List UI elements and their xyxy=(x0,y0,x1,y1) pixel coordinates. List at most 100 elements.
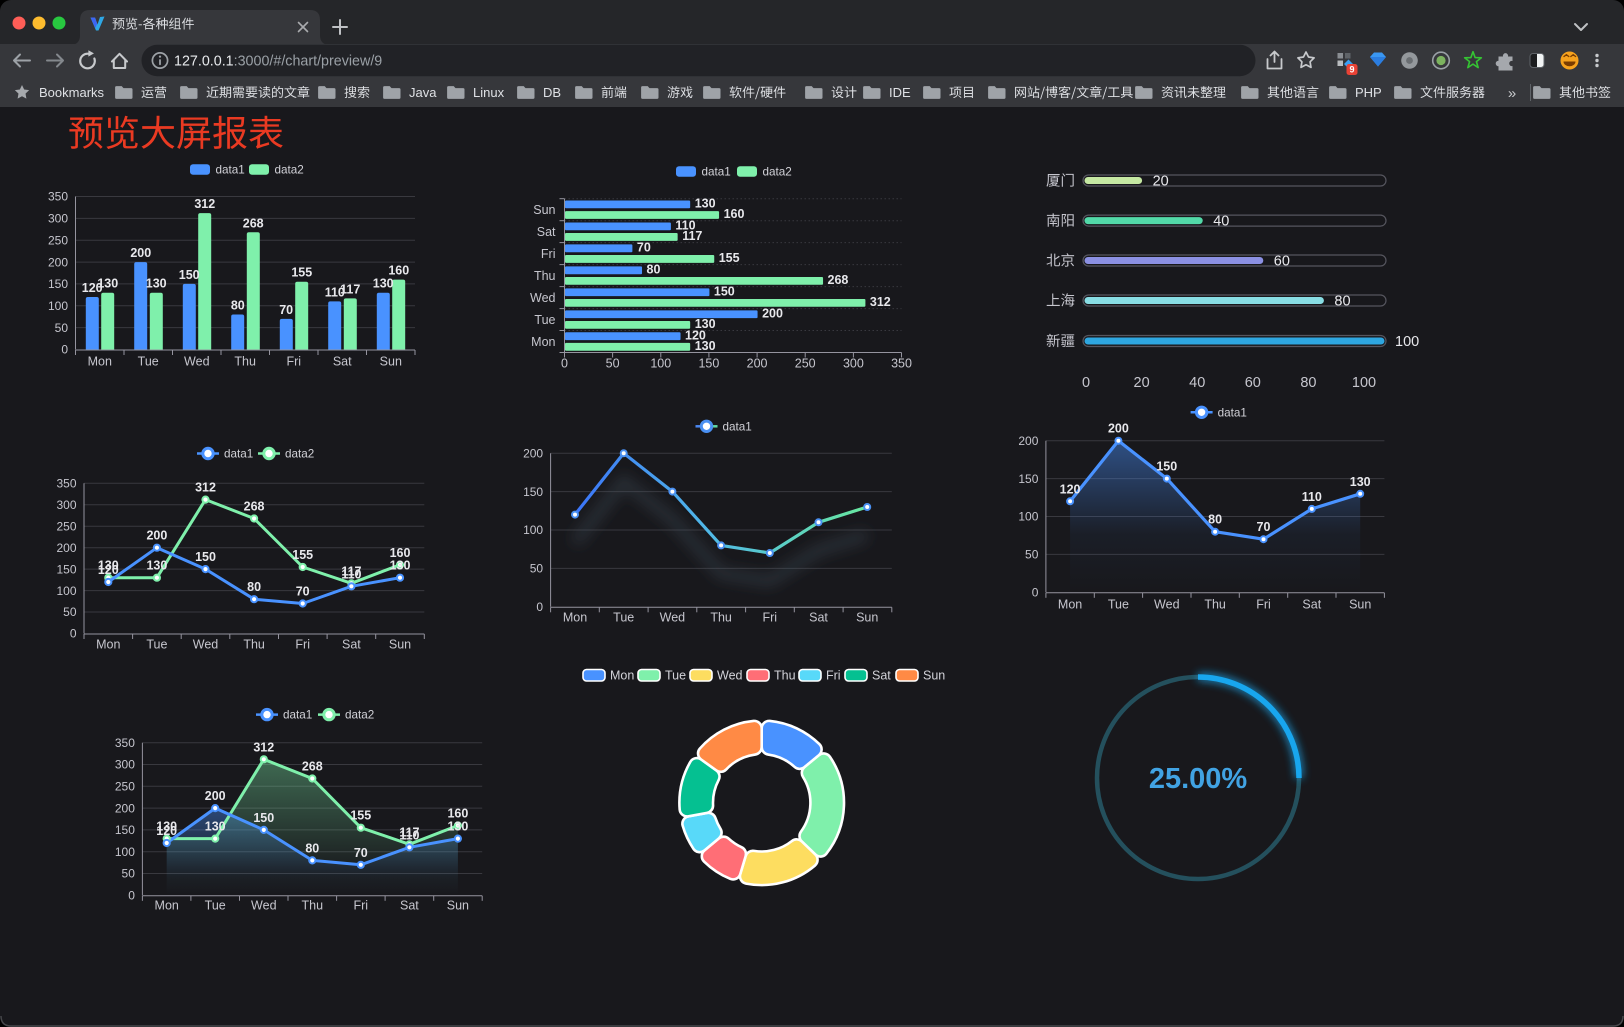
svg-text:Mon: Mon xyxy=(88,355,112,369)
svg-text:80: 80 xyxy=(231,299,245,313)
svg-text:117: 117 xyxy=(399,825,419,839)
svg-text:Mon: Mon xyxy=(1058,598,1082,612)
svg-text:Sun: Sun xyxy=(447,899,469,913)
svg-text:100: 100 xyxy=(1352,375,1376,391)
svg-text:Sun: Sun xyxy=(1349,598,1371,612)
svg-text:160: 160 xyxy=(388,264,409,278)
svg-text:155: 155 xyxy=(291,266,312,280)
svg-text:40: 40 xyxy=(1189,375,1205,391)
svg-text:data2: data2 xyxy=(275,164,304,177)
svg-text:120: 120 xyxy=(82,281,103,295)
svg-text:20: 20 xyxy=(1134,375,1150,391)
svg-text:70: 70 xyxy=(1257,520,1271,534)
svg-text:160: 160 xyxy=(724,207,745,221)
svg-text:130: 130 xyxy=(695,339,716,353)
svg-text:DB: DB xyxy=(543,85,561,100)
svg-text:Sat: Sat xyxy=(809,611,828,625)
svg-text:100: 100 xyxy=(48,299,68,313)
svg-text:200: 200 xyxy=(1108,422,1129,436)
svg-text:160: 160 xyxy=(447,807,468,821)
svg-text:268: 268 xyxy=(244,500,265,514)
svg-text:Fri: Fri xyxy=(287,355,302,369)
svg-text:110: 110 xyxy=(1302,490,1322,504)
svg-text:Fri: Fri xyxy=(1256,598,1271,612)
svg-text:Thu: Thu xyxy=(1204,598,1226,612)
svg-text:150: 150 xyxy=(523,485,543,499)
svg-text:130: 130 xyxy=(695,317,716,331)
svg-text:150: 150 xyxy=(698,357,719,371)
svg-text:Fri: Fri xyxy=(295,638,310,652)
svg-text:80: 80 xyxy=(647,262,661,276)
svg-text:200: 200 xyxy=(1018,434,1038,448)
svg-text:Thu: Thu xyxy=(774,669,796,683)
svg-text:100: 100 xyxy=(523,523,543,537)
svg-text:268: 268 xyxy=(302,760,323,774)
svg-text:300: 300 xyxy=(843,357,864,371)
svg-text:Thu: Thu xyxy=(243,638,265,652)
svg-text:120: 120 xyxy=(156,824,177,838)
svg-text:Sat: Sat xyxy=(333,355,352,369)
svg-text:312: 312 xyxy=(195,481,216,495)
svg-text:312: 312 xyxy=(253,740,274,754)
svg-text:80: 80 xyxy=(1300,375,1316,391)
svg-text:data1: data1 xyxy=(216,164,245,177)
svg-text:120: 120 xyxy=(1060,482,1081,496)
svg-text:Fri: Fri xyxy=(354,899,369,913)
svg-text:160: 160 xyxy=(390,546,411,560)
svg-text:200: 200 xyxy=(130,246,151,260)
svg-text:155: 155 xyxy=(350,809,371,823)
svg-text:40: 40 xyxy=(1213,214,1229,230)
svg-text:200: 200 xyxy=(146,529,167,543)
svg-text:Tue: Tue xyxy=(146,638,167,652)
svg-text:50: 50 xyxy=(55,321,69,335)
svg-text:0: 0 xyxy=(61,343,68,357)
svg-text:200: 200 xyxy=(762,306,783,320)
svg-text:Thu: Thu xyxy=(534,269,556,283)
svg-text:130: 130 xyxy=(98,559,119,573)
svg-text:Wed: Wed xyxy=(1154,598,1180,612)
svg-text:80: 80 xyxy=(1334,294,1350,310)
svg-text:150: 150 xyxy=(48,277,68,291)
svg-text:127.0.0.1:3000/#/chart/preview: 127.0.0.1:3000/#/chart/preview/9 xyxy=(174,54,382,70)
svg-text:117: 117 xyxy=(682,229,702,243)
svg-text:Wed: Wed xyxy=(717,669,743,683)
svg-text:50: 50 xyxy=(530,562,544,576)
svg-text:0: 0 xyxy=(70,627,77,641)
svg-text:25.00%: 25.00% xyxy=(1149,763,1248,795)
svg-text:130: 130 xyxy=(1350,475,1371,489)
svg-text:Sat: Sat xyxy=(1302,598,1321,612)
svg-text:200: 200 xyxy=(115,801,135,815)
svg-text:50: 50 xyxy=(1025,548,1039,562)
svg-text:Sun: Sun xyxy=(856,611,878,625)
svg-text:data1: data1 xyxy=(283,709,312,722)
svg-text:80: 80 xyxy=(1208,513,1222,527)
svg-text:0: 0 xyxy=(128,889,135,903)
svg-text:Java: Java xyxy=(409,85,437,100)
svg-text:130: 130 xyxy=(97,277,118,291)
svg-text:312: 312 xyxy=(870,295,891,309)
svg-text:data2: data2 xyxy=(285,448,314,461)
svg-text:120: 120 xyxy=(685,328,706,342)
svg-text:Wed: Wed xyxy=(660,611,686,625)
svg-text:350: 350 xyxy=(115,736,135,750)
svg-text:150: 150 xyxy=(195,550,216,564)
svg-text:20: 20 xyxy=(1153,174,1169,190)
svg-text:Mon: Mon xyxy=(531,335,555,349)
svg-text:268: 268 xyxy=(243,216,264,230)
svg-text:250: 250 xyxy=(795,357,816,371)
svg-text:130: 130 xyxy=(156,820,177,834)
svg-text:130: 130 xyxy=(205,820,226,834)
svg-text:Tue: Tue xyxy=(534,313,555,327)
svg-text:Wed: Wed xyxy=(530,291,556,305)
svg-text:100: 100 xyxy=(650,357,671,371)
svg-text:100: 100 xyxy=(115,845,135,859)
svg-text:Fri: Fri xyxy=(826,669,841,683)
svg-text:50: 50 xyxy=(606,357,620,371)
svg-text:100: 100 xyxy=(1395,334,1419,350)
svg-text:117: 117 xyxy=(340,282,360,296)
svg-text:Fri: Fri xyxy=(541,247,556,261)
svg-text:300: 300 xyxy=(115,758,135,772)
svg-text:350: 350 xyxy=(48,190,68,204)
svg-text:Thu: Thu xyxy=(302,899,324,913)
svg-text:Wed: Wed xyxy=(251,899,277,913)
